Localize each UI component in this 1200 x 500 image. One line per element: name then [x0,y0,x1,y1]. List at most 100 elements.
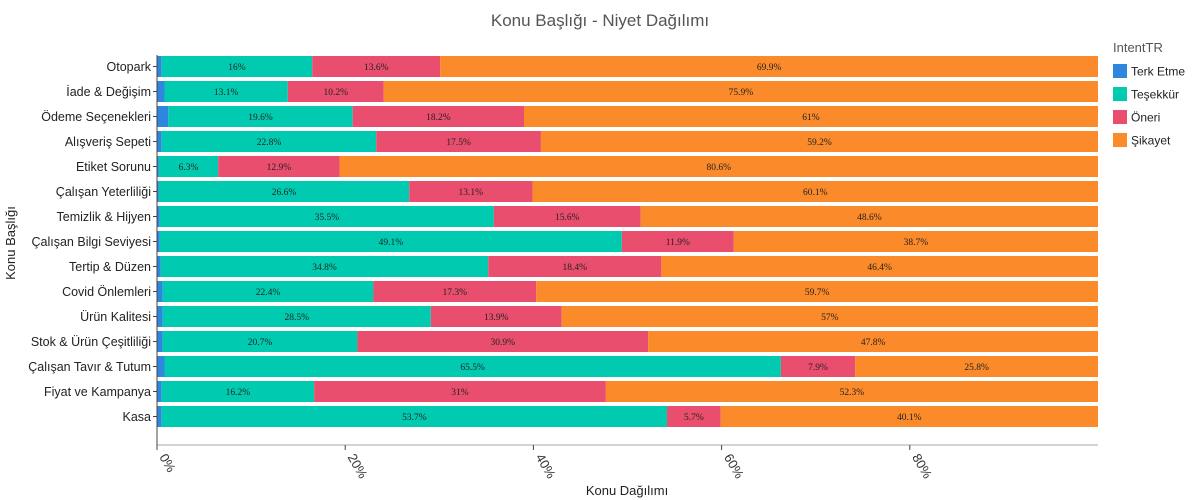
bar-label: 69.9% [757,63,782,73]
bar-fiyat-ve-kampanya-terk-etme[interactable] [157,381,162,402]
bar-calisan-tavir-tutum-sikayet[interactable] [855,356,1098,377]
category-label-temizlik-hijyen: Temizlik & Hijyen [57,210,152,224]
category-label-iade-degisim: İade & Değişim [66,85,151,99]
legend-label-terk-etme[interactable]: Terk Etme [1131,65,1185,79]
bar-label: 20.7% [248,338,273,348]
bar-tertip-duzen-oneri[interactable] [488,256,662,277]
legend-swatch-terk-etme[interactable] [1113,64,1127,78]
bar-temizlik-hijyen-terk-etme[interactable] [157,206,160,227]
bar-odeme-secenekleri-sikayet[interactable] [523,106,1098,127]
bar-calisan-bilgi-seviyesi-tesekkur[interactable] [159,231,622,252]
x-tick-label: 0% [156,451,179,475]
bar-label: 47.8% [861,338,886,348]
bar-iade-degisim-terk-etme[interactable] [157,81,165,102]
bar-odeme-secenekleri-oneri[interactable] [352,106,524,127]
legend-label-tesekkur[interactable]: Teşekkür [1131,88,1179,102]
bar-otopark-tesekkur[interactable] [161,56,313,77]
bar-label: 12.9% [267,163,292,173]
legend-label-sikayet[interactable]: Şikayet [1131,134,1171,148]
bar-label: 16% [228,63,246,73]
legend-swatch-oneri[interactable] [1113,110,1127,124]
bar-tertip-duzen-tesekkur[interactable] [160,256,489,277]
bar-alisveris-sepeti-oneri[interactable] [376,131,541,152]
bar-label: 18.4% [563,263,588,273]
bar-iade-degisim-sikayet[interactable] [383,81,1098,102]
bar-covid-onlemleri-terk-etme[interactable] [157,281,163,302]
bar-kasa-sikayet[interactable] [720,406,1098,427]
bar-etiket-sorunu-tesekkur[interactable] [158,156,219,177]
bar-label: 17.3% [443,288,468,298]
chart-title: Konu Başlığı - Niyet Dağılımı [491,11,709,30]
bar-label: 80.6% [707,163,732,173]
bar-tertip-duzen-terk-etme[interactable] [157,256,161,277]
legend-title: IntentTR [1113,40,1163,55]
bar-alisveris-sepeti-terk-etme[interactable] [157,131,162,152]
category-label-tertip-duzen: Tertip & Düzen [69,260,151,274]
bar-stok-urun-cesitliligi-oneri[interactable] [357,331,649,352]
bar-etiket-sorunu-terk-etme[interactable] [157,156,159,177]
bar-label: 5.7% [684,413,704,423]
bar-calisan-yeterliligi-tesekkur[interactable] [158,181,410,202]
x-tick-label: 20% [345,451,371,481]
bar-label: 53.7% [402,413,427,423]
bar-odeme-secenekleri-terk-etme[interactable] [157,106,169,127]
category-label-calisan-yeterliligi: Çalışan Yeterliliği [56,185,151,199]
bar-temizlik-hijyen-sikayet[interactable] [640,206,1098,227]
bar-calisan-tavir-tutum-tesekkur[interactable] [164,356,781,377]
bar-otopark-terk-etme[interactable] [157,56,162,77]
bar-calisan-yeterliligi-terk-etme[interactable] [157,181,159,202]
bar-stok-urun-cesitliligi-terk-etme[interactable] [157,331,163,352]
bar-calisan-tavir-tutum-terk-etme[interactable] [157,356,165,377]
legend: IntentTR Terk Etme Teşekkür Öneri Şikayet [1113,40,1185,148]
bar-label: 28.5% [284,313,309,323]
bar-kasa-terk-etme[interactable] [157,406,162,427]
bar-odeme-secenekleri-tesekkur[interactable] [168,106,353,127]
bar-fiyat-ve-kampanya-sikayet[interactable] [605,381,1098,402]
legend-swatch-tesekkur[interactable] [1113,87,1127,101]
bar-temizlik-hijyen-tesekkur[interactable] [159,206,494,227]
x-axis-ticks: 0% 20% 40% 60% 80% [156,445,935,481]
bar-etiket-sorunu-oneri[interactable] [218,156,340,177]
bar-stok-urun-cesitliligi-tesekkur[interactable] [162,331,358,352]
bar-otopark-oneri[interactable] [312,56,441,77]
bar-calisan-tavir-tutum-oneri[interactable] [780,356,856,377]
bar-covid-onlemleri-sikayet[interactable] [536,281,1098,302]
bar-temizlik-hijyen-oneri[interactable] [493,206,641,227]
category-label-alisveris-sepeti: Alışveriş Sepeti [65,135,151,149]
bar-fiyat-ve-kampanya-tesekkur[interactable] [161,381,315,402]
bar-urun-kalitesi-terk-etme[interactable] [157,306,163,327]
bar-label: 26.6% [272,188,297,198]
bar-kasa-tesekkur[interactable] [161,406,668,427]
bar-covid-onlemleri-oneri[interactable] [373,281,537,302]
bar-calisan-yeterliligi-oneri[interactable] [409,181,533,202]
category-label-odeme-secenekleri: Ödeme Seçenekleri [41,110,151,124]
category-label-covid-onlemleri: Covid Önlemleri [62,285,151,299]
legend-swatch-sikayet[interactable] [1113,133,1127,147]
y-axis-title: Konu Başlığı [3,206,18,280]
bar-fiyat-ve-kampanya-oneri[interactable] [314,381,606,402]
bar-urun-kalitesi-sikayet[interactable] [561,306,1098,327]
bar-label: 19.6% [248,113,273,123]
bar-alisveris-sepeti-tesekkur[interactable] [161,131,377,152]
bar-etiket-sorunu-sikayet[interactable] [339,156,1099,177]
bar-urun-kalitesi-tesekkur[interactable] [162,306,431,327]
bar-calisan-bilgi-seviyesi-sikayet[interactable] [733,231,1098,252]
bar-label: 38.7% [904,238,929,248]
legend-label-oneri[interactable]: Öneri [1131,111,1160,125]
category-label-calisan-bilgi-seviyesi: Çalışan Bilgi Seviyesi [32,235,152,249]
bar-iade-degisim-tesekkur[interactable] [164,81,288,102]
bars-group: 16% 13.6% 69.9% 13.1% 10.2% 75.9% 19.6% 18.2% 61… [157,56,1099,427]
bar-calisan-yeterliligi-sikayet[interactable] [532,181,1098,202]
bar-label: 75.9% [729,88,754,98]
bar-stok-urun-cesitliligi-sikayet[interactable] [648,331,1098,352]
bar-covid-onlemleri-tesekkur[interactable] [162,281,374,302]
bar-iade-degisim-oneri[interactable] [287,81,384,102]
bar-alisveris-sepeti-sikayet[interactable] [540,131,1098,152]
bar-otopark-sikayet[interactable] [440,56,1099,77]
bar-calisan-bilgi-seviyesi-oneri[interactable] [621,231,734,252]
bar-calisan-bilgi-seviyesi-terk-etme[interactable] [157,231,160,252]
bar-kasa-oneri[interactable] [667,406,721,427]
bar-urun-kalitesi-oneri[interactable] [430,306,562,327]
bar-tertip-duzen-sikayet[interactable] [661,256,1098,277]
